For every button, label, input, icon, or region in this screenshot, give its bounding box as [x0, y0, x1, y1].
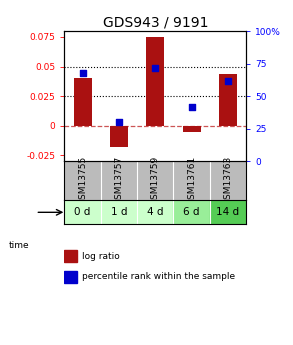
Point — [117, 119, 121, 125]
Bar — [101, 200, 137, 224]
Text: GSM13759: GSM13759 — [151, 156, 160, 206]
Text: percentile rank within the sample: percentile rank within the sample — [82, 272, 235, 281]
Bar — [74, 78, 92, 126]
Text: GSM13757: GSM13757 — [115, 156, 123, 206]
Bar — [101, 161, 137, 200]
Point — [189, 104, 194, 109]
Text: GSM13763: GSM13763 — [224, 156, 232, 206]
Bar — [64, 200, 101, 224]
Text: 6 d: 6 d — [183, 207, 200, 217]
Text: time: time — [9, 241, 29, 250]
Bar — [210, 161, 246, 200]
Text: 4 d: 4 d — [147, 207, 163, 217]
Bar — [210, 200, 246, 224]
Bar — [183, 126, 201, 132]
Bar — [64, 161, 101, 200]
Text: GSM13761: GSM13761 — [187, 156, 196, 206]
Bar — [173, 161, 210, 200]
FancyBboxPatch shape — [64, 270, 77, 283]
Bar — [146, 37, 164, 126]
Text: 14 d: 14 d — [217, 207, 239, 217]
Bar — [137, 200, 173, 224]
Bar — [110, 126, 128, 147]
Text: 1 d: 1 d — [111, 207, 127, 217]
Title: GDS943 / 9191: GDS943 / 9191 — [103, 16, 208, 30]
Text: 0 d: 0 d — [74, 207, 91, 217]
Bar — [137, 161, 173, 200]
Text: log ratio: log ratio — [82, 252, 120, 260]
FancyBboxPatch shape — [64, 250, 77, 262]
Bar — [219, 74, 237, 126]
Point — [153, 65, 158, 70]
Point — [226, 78, 230, 83]
Bar — [173, 200, 210, 224]
Text: GSM13755: GSM13755 — [78, 156, 87, 206]
Point — [80, 70, 85, 76]
